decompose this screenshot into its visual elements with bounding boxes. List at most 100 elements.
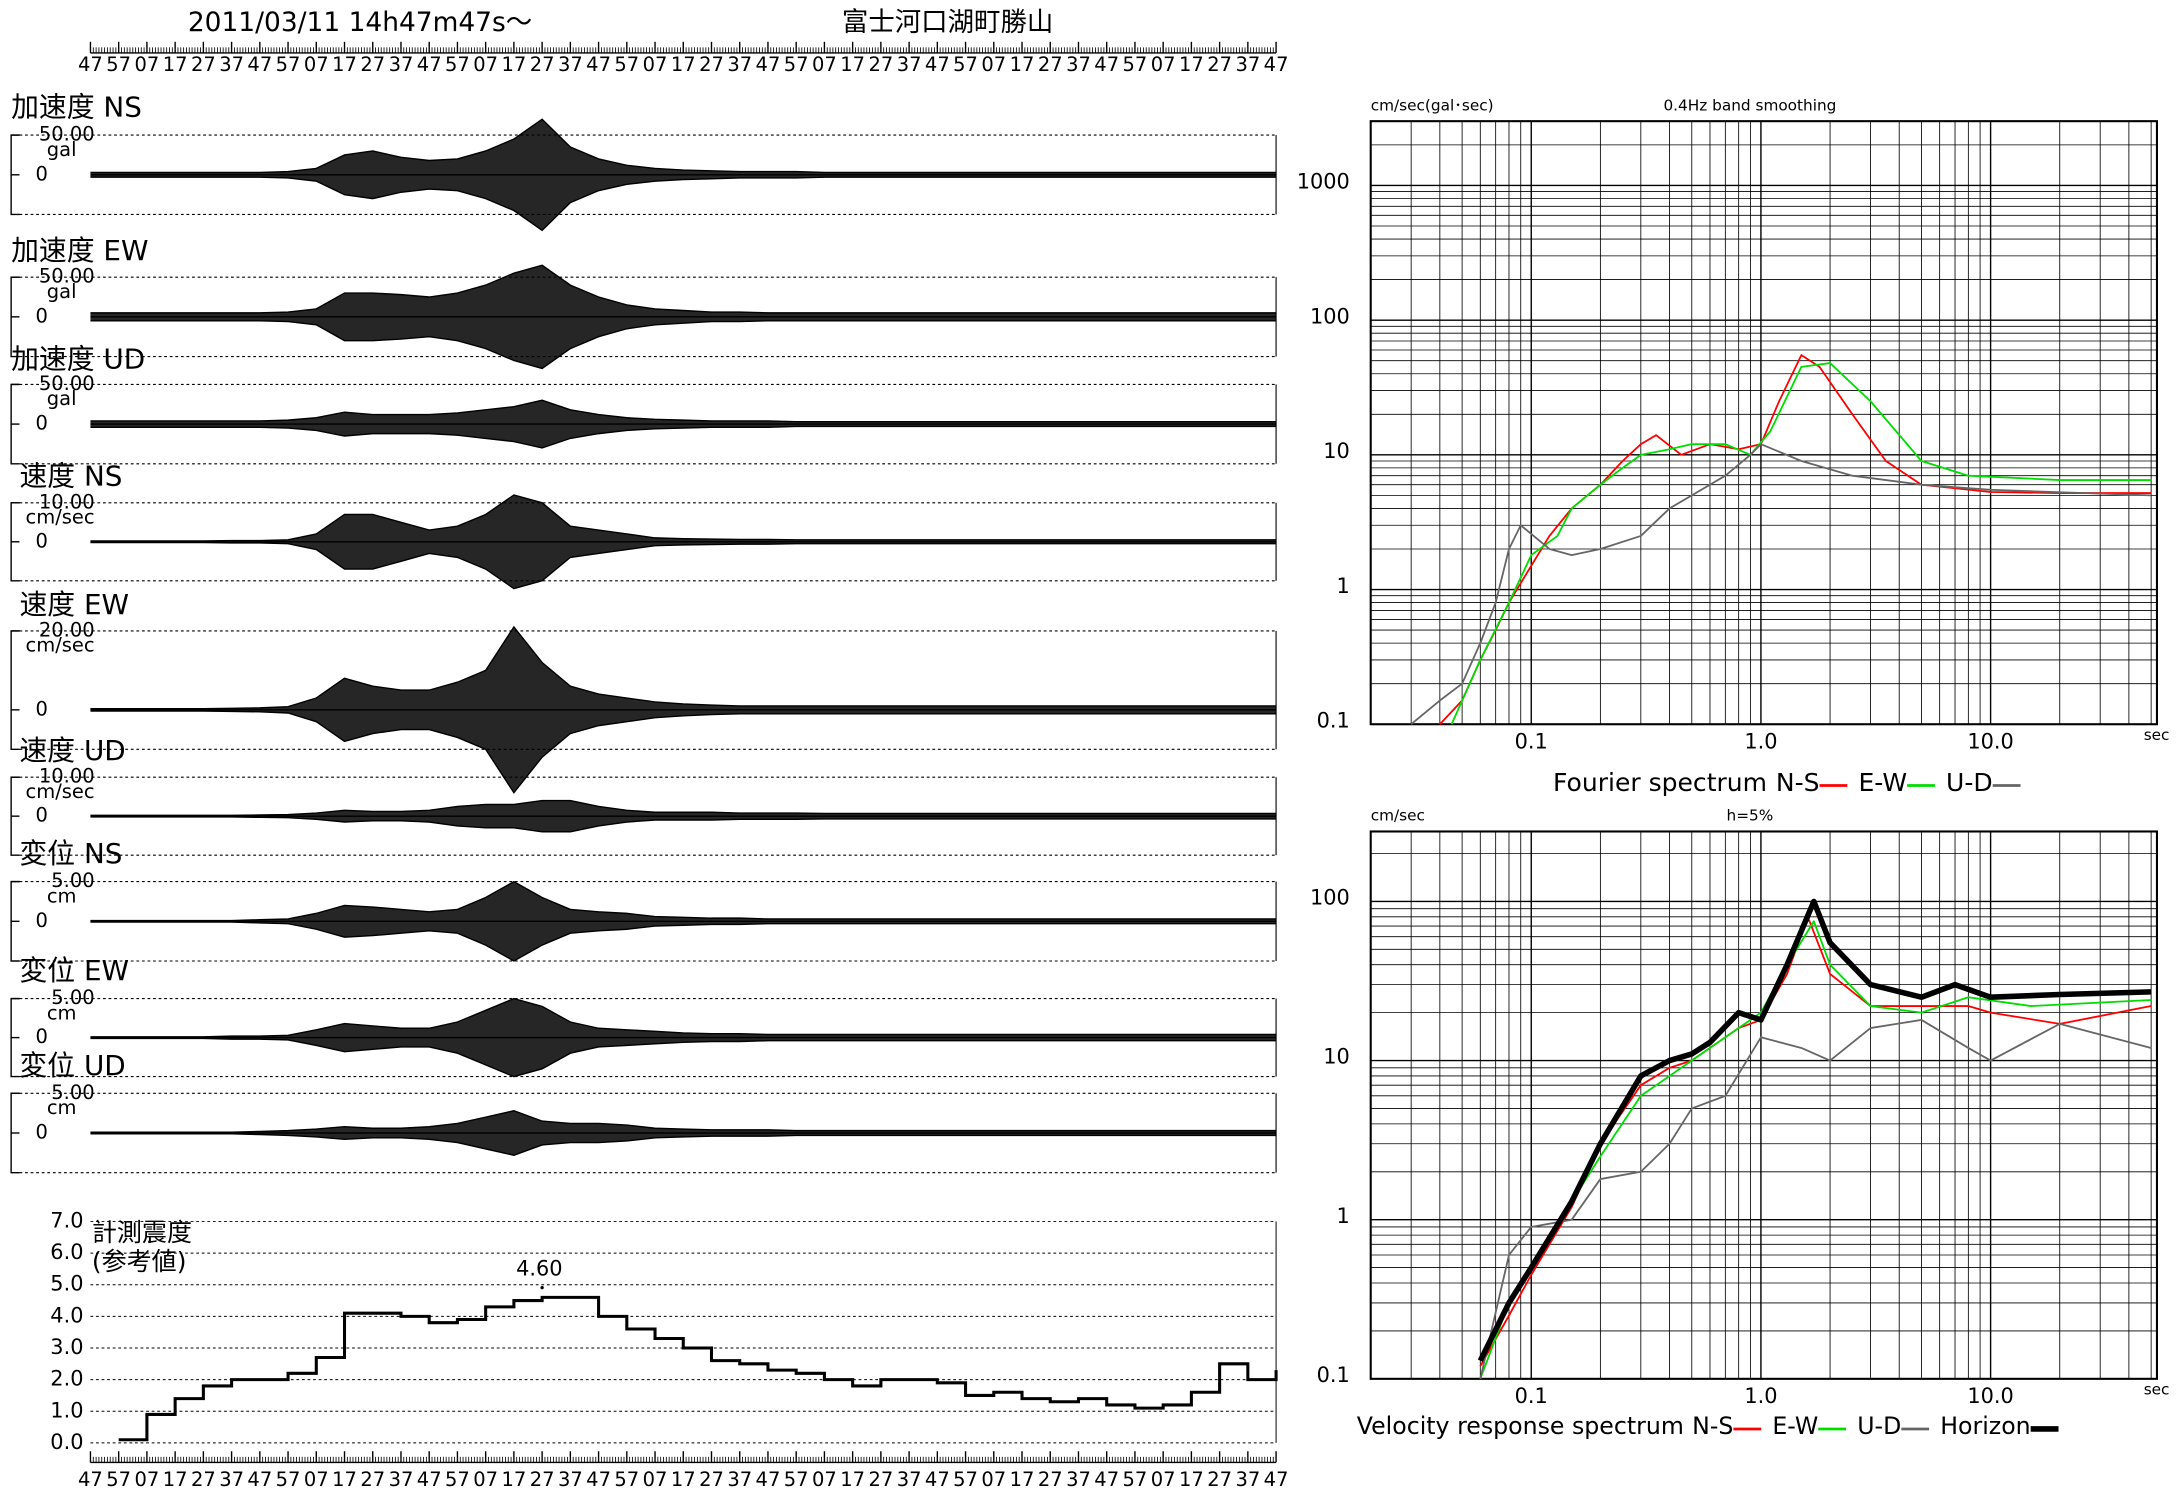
time-tick-label: 07 (812, 53, 837, 76)
time-tick-label: 57 (953, 53, 978, 76)
time-tick-label: 37 (1235, 53, 1260, 76)
time-tick-label: 27 (1207, 1468, 1232, 1491)
time-tick-label: 07 (473, 53, 498, 76)
time-tick-label: 07 (135, 53, 160, 76)
legend-label: N-S (1692, 1412, 1733, 1440)
trace-zero-label: 0 (36, 909, 48, 932)
trace-label: 変位 NS (19, 837, 122, 870)
station-name: 富士河口湖町勝山 (842, 7, 1053, 38)
chart-subtitle: 0.4Hz band smoothing (1663, 96, 1836, 114)
y-tick-label: 10 (1323, 439, 1350, 463)
time-tick-label: 47 (756, 1468, 781, 1491)
plot-frame (1369, 830, 2158, 1380)
trace-unit: cm/sec (26, 506, 95, 529)
trace-envelope-lower (90, 176, 1277, 232)
time-tick-label: 47 (78, 53, 103, 76)
time-tick-label: 27 (868, 1468, 893, 1491)
trace-label: 加速度 NS (11, 91, 142, 124)
trace-envelope-upper (90, 880, 1277, 922)
trace-label: 変位 EW (19, 954, 129, 987)
x-tick-label: 1.0 (1744, 1384, 1777, 1408)
legend-label: U-D (1946, 768, 1993, 797)
time-tick-label: 07 (981, 1468, 1006, 1491)
time-tick-label: 47 (586, 53, 611, 76)
y-tick-label: 7.0 (50, 1208, 83, 1232)
time-tick-label: 17 (671, 1468, 696, 1491)
time-tick-label: 57 (1123, 1468, 1148, 1491)
time-tick-label: 17 (332, 53, 357, 76)
time-tick-label: 47 (925, 53, 950, 76)
y-tick-label: 2.0 (50, 1367, 83, 1391)
chart-subtitle: h=5% (1727, 807, 1774, 825)
trace-envelope-lower (90, 816, 1277, 833)
time-tick-label: 07 (643, 1468, 668, 1491)
trace-scale-label: 50.00 (39, 265, 95, 288)
time-tick-label: 47 (417, 53, 442, 76)
y-tick-label: 4.0 (50, 1303, 83, 1327)
time-tick-label: 17 (840, 53, 865, 76)
trace-label: 変位 UD (19, 1049, 125, 1082)
time-tick-label: 37 (558, 1468, 583, 1491)
trace-zero-label: 0 (36, 529, 48, 552)
spectrum-line (1450, 362, 2152, 725)
y-axis-label: cm/sec(gal･sec) (1371, 96, 1494, 114)
x-axis-label: sec (2144, 1380, 2170, 1398)
time-tick-label: 37 (727, 1468, 752, 1491)
time-tick-label: 57 (445, 53, 470, 76)
time-tick-label: 27 (360, 53, 385, 76)
x-tick-label: 10.0 (1967, 1384, 2013, 1408)
trace-envelope-upper (90, 494, 1277, 542)
time-tick-label: 07 (643, 53, 668, 76)
time-tick-label: 57 (445, 1468, 470, 1491)
time-tick-label: 27 (530, 1468, 555, 1491)
y-axis-label: cm/sec (1371, 807, 1425, 825)
time-tick-label: 07 (304, 1468, 329, 1491)
time-tick-label: 57 (106, 1468, 131, 1491)
y-tick-label: 1 (1337, 574, 1350, 598)
time-tick-label: 17 (163, 53, 188, 76)
y-tick-label: 1.0 (50, 1398, 83, 1422)
time-tick-label: 07 (1151, 1468, 1176, 1491)
trace-unit: cm (47, 884, 77, 907)
legend-label: E-W (1858, 768, 1907, 797)
trace-scale-label: 5.00 (51, 986, 94, 1009)
trace-envelope-upper (90, 118, 1277, 174)
spectrum-line (1479, 1019, 2152, 1380)
trace-envelope-lower (90, 541, 1277, 590)
time-tick-label: 17 (840, 1468, 865, 1491)
time-tick-label: 17 (1179, 53, 1204, 76)
record-datetime: 2011/03/11 14h47m47s～ (188, 7, 532, 38)
time-tick-label: 37 (219, 1468, 244, 1491)
y-tick-label: 0.0 (50, 1430, 83, 1454)
intensity-title: 計測震度 (92, 1218, 192, 1247)
trace-unit: gal (47, 138, 77, 161)
trace-envelope-lower (90, 425, 1277, 449)
time-tick-label: 57 (276, 1468, 301, 1491)
y-tick-label: 1 (1337, 1204, 1350, 1228)
time-tick-label: 47 (1264, 1468, 1289, 1491)
time-tick-label: 27 (699, 1468, 724, 1491)
trace-scale-label: 50.00 (39, 123, 95, 146)
trace-zero-label: 0 (36, 697, 48, 720)
y-tick-label: 1000 (1297, 170, 1350, 194)
time-tick-label: 37 (897, 53, 922, 76)
time-tick-label: 07 (473, 1468, 498, 1491)
trace-envelope-lower (90, 1133, 1277, 1156)
time-tick-label: 07 (812, 1468, 837, 1491)
plot-frame (1369, 120, 2158, 726)
legend-title: Fourier spectrum (1553, 768, 1767, 797)
trace-scale-label: 5.00 (51, 1081, 94, 1104)
y-tick-label: 0.1 (1317, 708, 1350, 732)
time-tick-label: 17 (501, 1468, 526, 1491)
time-tick-label: 07 (304, 53, 329, 76)
time-tick-label: 37 (1066, 1468, 1091, 1491)
trace-label: 速度 EW (19, 588, 129, 621)
time-tick-label: 27 (699, 53, 724, 76)
legend-label: E-W (1772, 1412, 1818, 1440)
time-tick-label: 27 (1038, 53, 1063, 76)
trace-envelope-lower (90, 1037, 1277, 1078)
y-tick-label: 6.0 (50, 1240, 83, 1264)
y-tick-label: 3.0 (50, 1335, 83, 1359)
time-tick-label: 17 (501, 53, 526, 76)
